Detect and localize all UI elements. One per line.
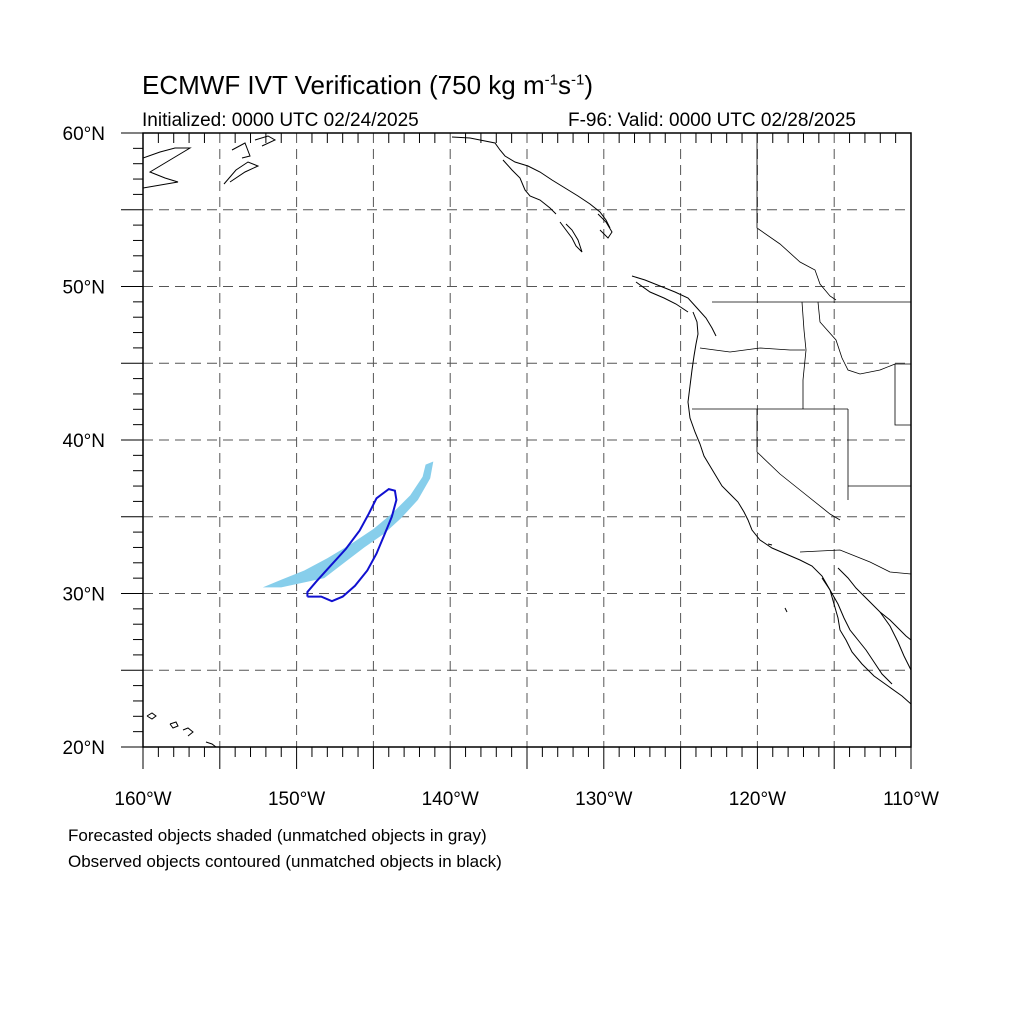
legend-note-observed: Observed objects contoured (unmatched ob… [68, 852, 502, 871]
lat-label: 60°N [63, 124, 105, 145]
legend-note-forecast: Forecasted objects shaded (unmatched obj… [68, 826, 487, 845]
lat-label: 20°N [63, 738, 105, 759]
lon-label: 150°W [268, 789, 325, 810]
plot-title: ECMWF IVT Verification (750 kg m-1s-1) [142, 70, 593, 100]
lat-label: 30°N [63, 585, 105, 606]
valid-time: F-96: Valid: 0000 UTC 02/28/2025 [568, 110, 856, 131]
coastline [143, 135, 911, 747]
map-grid [143, 133, 911, 747]
lon-label: 160°W [114, 789, 171, 810]
longitude-labels: 160°W 150°W 140°W 130°W 120°W 110°W [114, 789, 939, 810]
lon-label: 120°W [729, 789, 786, 810]
observed-object-contour [306, 488, 398, 603]
forecast-object [262, 461, 434, 588]
lon-label: 140°W [422, 789, 479, 810]
initialized-time: Initialized: 0000 UTC 02/24/2025 [142, 110, 419, 131]
political-borders [692, 133, 911, 575]
axis-ticks [121, 132, 912, 769]
lon-label: 130°W [575, 789, 632, 810]
lat-label: 50°N [63, 278, 105, 299]
lat-label: 40°N [63, 431, 105, 452]
lon-label: 110°W [883, 789, 939, 810]
latitude-labels: 60°N 50°N 40°N 30°N 20°N [63, 124, 105, 759]
